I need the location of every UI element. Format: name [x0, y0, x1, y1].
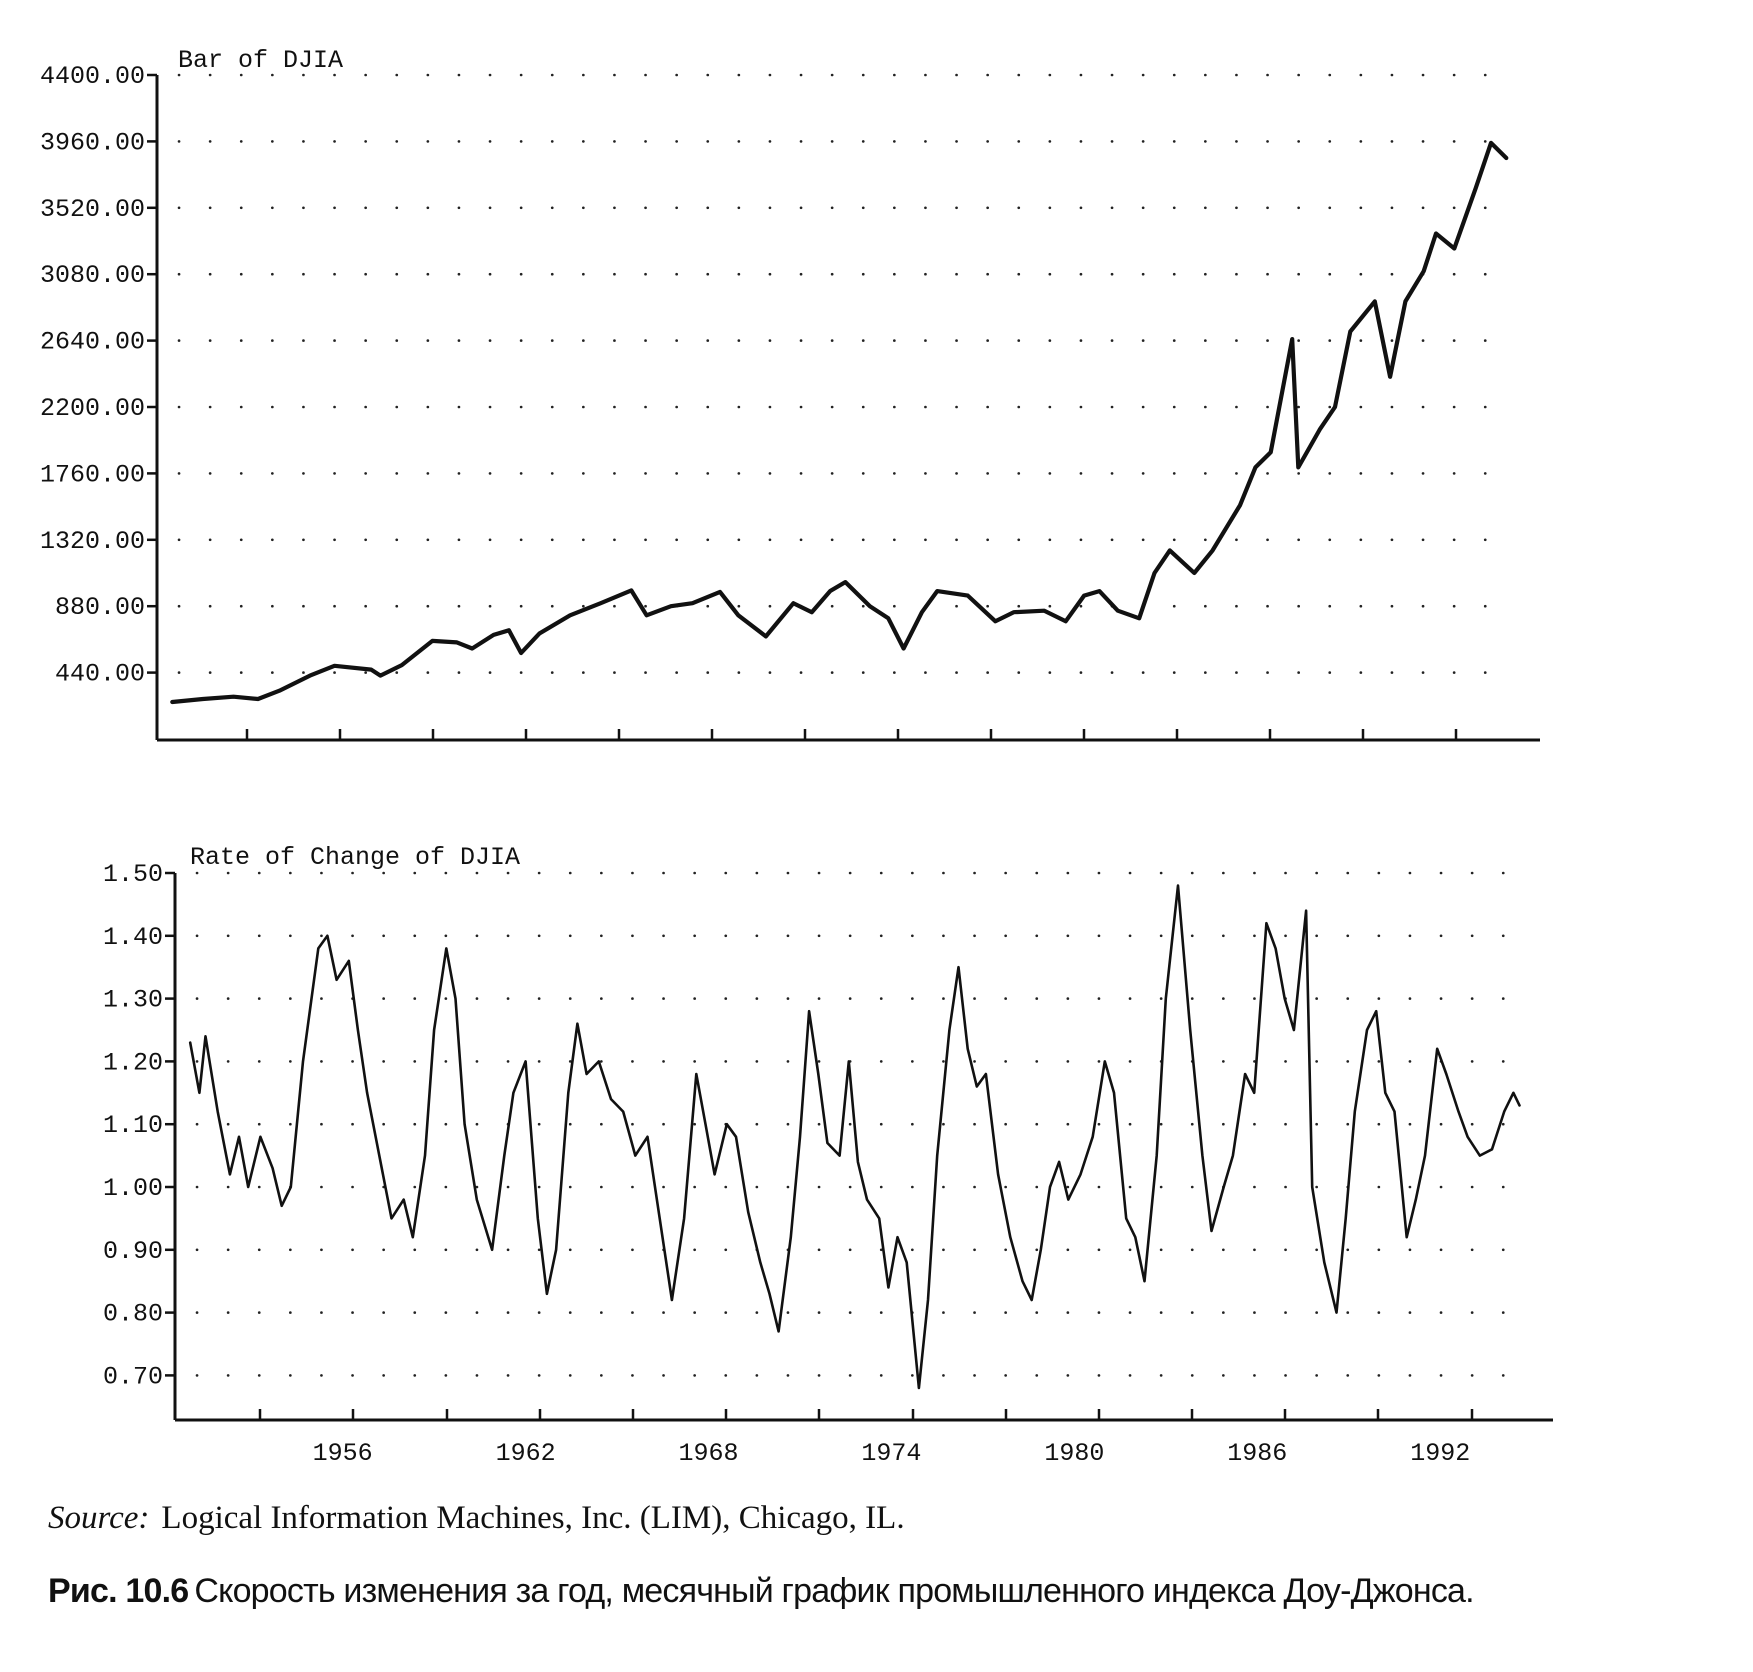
series-line	[188, 884, 1521, 1390]
y-tick-label: 0.90	[103, 1237, 163, 1266]
y-tick-label: 3080.00	[40, 261, 145, 290]
y-tick-label: 0.70	[103, 1362, 163, 1391]
caption-label: Рис. 10.6	[48, 1572, 189, 1610]
y-tick-label: 1.30	[103, 986, 163, 1015]
x-tick-label: 1968	[679, 1439, 739, 1468]
y-tick-label: 1760.00	[40, 460, 145, 489]
x-tick-label: 1986	[1227, 1439, 1287, 1468]
y-tick-label: 440.00	[55, 660, 145, 689]
figure-caption: Рис. 10.6 Скорость изменения за год, меся…	[48, 1572, 1475, 1611]
djia-bar-chart: 4400.00 3960.00 3520.00 3080.00 2640.00 2200.…	[40, 46, 1540, 742]
chart-title: Bar of DJIA	[178, 46, 343, 75]
y-tick-label: 1.40	[103, 923, 163, 952]
y-tick-label: 1.00	[103, 1174, 163, 1203]
source-label: Source:	[48, 1500, 150, 1536]
djia-rate-of-change-chart: 1.50 1.40 1.30 1.20 1.10 1.00 0.90 0.80 0.70 1956…	[103, 843, 1553, 1468]
x-tick-label: 1980	[1044, 1439, 1104, 1468]
y-tick-label: 880.00	[55, 593, 145, 622]
x-tick-label: 1974	[861, 1439, 921, 1468]
series-line	[170, 140, 1509, 705]
y-tick-label: 1.50	[103, 860, 163, 889]
y-tick-label: 2640.00	[40, 328, 145, 357]
caption-text: Скорость изменения за год, месячный граф…	[194, 1572, 1474, 1610]
x-tick-label: 1956	[313, 1439, 373, 1468]
y-tick-label: 1.20	[103, 1048, 163, 1077]
x-tick-label: 1962	[496, 1439, 556, 1468]
source-note: Source: Logical Information Machines, Inc…	[48, 1500, 905, 1537]
x-tick-label: 1992	[1410, 1439, 1470, 1468]
y-tick-label: 1320.00	[40, 527, 145, 556]
y-tick-label: 2200.00	[40, 394, 145, 423]
y-tick-label: 4400.00	[40, 62, 145, 91]
source-text: Logical Information Machines, Inc. (LIM)…	[161, 1500, 905, 1536]
y-tick-label: 0.80	[103, 1300, 163, 1329]
y-tick-label: 3960.00	[40, 128, 145, 157]
y-tick-label: 1.10	[103, 1111, 163, 1140]
chart-title: Rate of Change of DJIA	[190, 843, 520, 872]
y-tick-label: 3520.00	[40, 195, 145, 224]
